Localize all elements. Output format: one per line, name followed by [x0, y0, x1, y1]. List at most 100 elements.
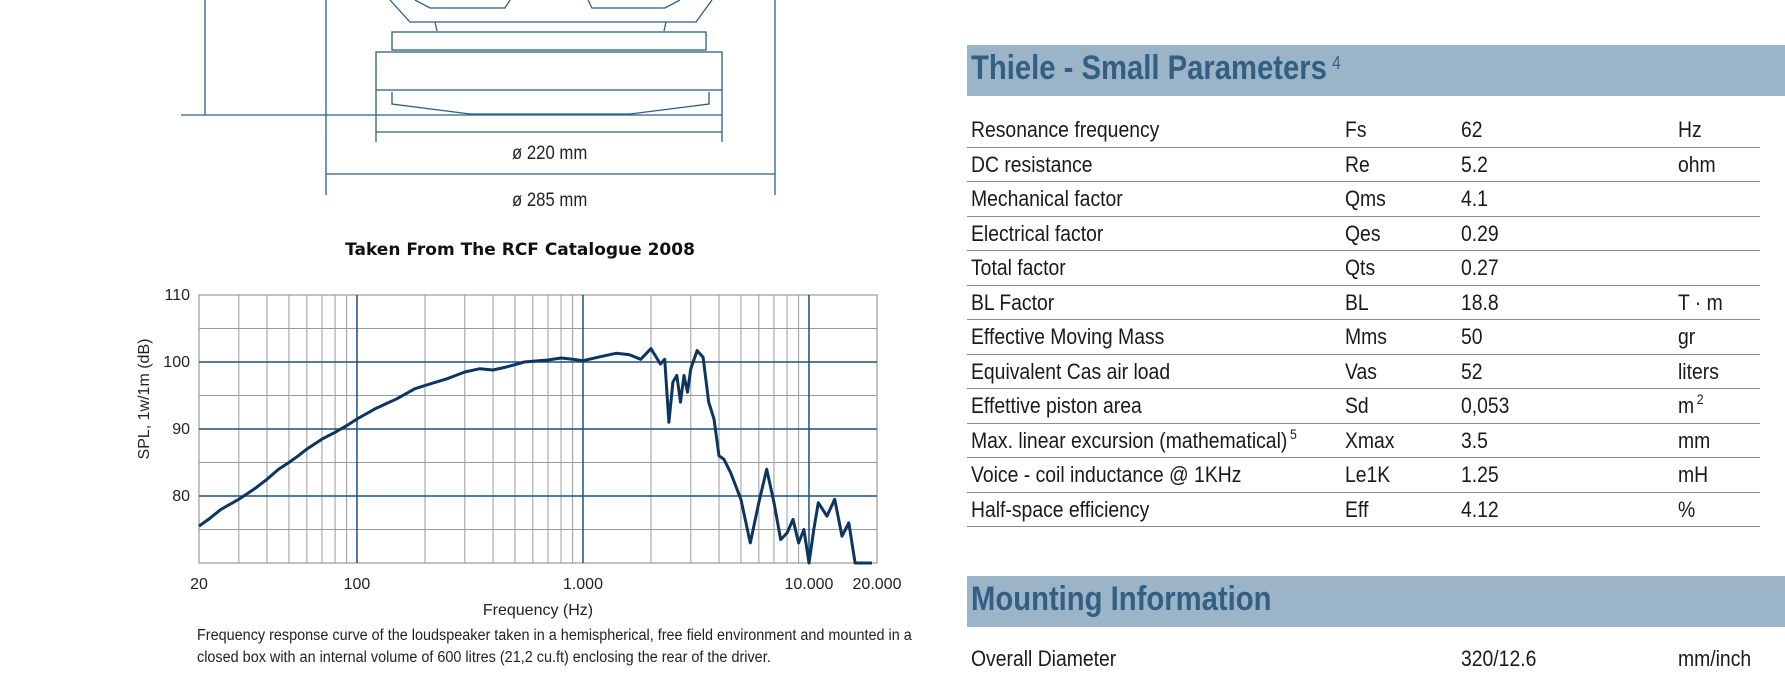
param-name-text: Max. linear excursion (mathematical): [971, 427, 1288, 453]
param-row: Mechanical factor Qms 4.1: [967, 182, 1760, 217]
param-symbol-text: Eff: [1345, 496, 1369, 522]
mounting-unit: mm/inch: [1678, 646, 1752, 671]
x-tick-label: 20: [190, 576, 208, 593]
param-symbol-text: BL: [1345, 289, 1369, 315]
param-value-text: 5.2: [1461, 151, 1488, 177]
y-tick-label: 90: [172, 421, 190, 438]
mounting-value: 320/12.6: [1461, 646, 1537, 671]
param-name: Voice - coil inductance @ 1KHz: [971, 462, 1241, 488]
param-value-text: 1.25: [1461, 462, 1499, 487]
param-unit-text: liters: [1678, 358, 1719, 384]
y-tick-label: 110: [164, 287, 190, 304]
param-value-text: 50: [1461, 324, 1483, 349]
param-symbol: BL: [1345, 290, 1369, 316]
thiele-small-title-text: Thiele - Small Parameters: [971, 49, 1327, 87]
param-symbol-text: Vas: [1345, 358, 1377, 384]
param-row: Effective Moving Mass Mms 50 gr: [967, 320, 1760, 355]
param-unit: T · m: [1678, 290, 1723, 316]
thiele-small-header: Thiele - Small Parameters 4: [967, 45, 1785, 96]
param-value-text: 4.12: [1461, 496, 1499, 522]
param-name-text: Total factor: [971, 255, 1066, 280]
param-value-text: 3.5: [1461, 427, 1488, 453]
param-symbol: Qms: [1345, 186, 1386, 212]
mounting-title: Mounting Information: [971, 580, 1272, 618]
basket-window: [587, 0, 681, 9]
param-value: 3.5: [1461, 428, 1488, 454]
param-symbol: Qts: [1345, 255, 1375, 281]
param-value: 4.1: [1461, 186, 1488, 212]
param-unit-text: mH: [1678, 462, 1709, 487]
param-name-text: Voice - coil inductance @ 1KHz: [971, 462, 1242, 487]
y-tick-label: 100: [163, 354, 190, 371]
param-row: Effettive piston area Sd 0,053 m 2: [967, 389, 1760, 424]
param-value: 50: [1461, 324, 1483, 350]
param-symbol: Fs: [1345, 117, 1367, 143]
param-symbol: Vas: [1345, 359, 1377, 385]
param-row: Half-space efficiency Eff 4.12%: [967, 493, 1760, 527]
basket-window: [414, 0, 511, 9]
param-value-text: 0,053: [1461, 393, 1510, 418]
magnet-body: [375, 51, 723, 91]
param-unit-text: gr: [1678, 324, 1696, 349]
param-unit: liters: [1678, 359, 1719, 385]
param-name: Electrical factor: [971, 221, 1103, 247]
param-symbol: Re: [1345, 152, 1370, 178]
param-unit-text: m: [1678, 393, 1695, 418]
superscript: 5: [1289, 425, 1297, 442]
param-name-text: Equivalent Cas air load: [971, 358, 1171, 384]
param-unit: ohm: [1678, 152, 1716, 178]
param-name: Max. linear excursion (mathematical) 5: [971, 425, 1297, 454]
param-symbol-text: Mms: [1345, 324, 1387, 349]
param-value: 18.8: [1461, 290, 1499, 316]
param-symbol: Xmax: [1345, 428, 1395, 454]
param-name-text: Effective Moving Mass: [971, 324, 1165, 349]
param-value-text: 62: [1461, 117, 1483, 142]
x-axis-label: Frequency (Hz): [483, 602, 593, 619]
param-name: Equivalent Cas air load: [971, 359, 1170, 385]
param-unit-text: %: [1678, 496, 1696, 522]
param-row: Voice - coil inductance @ 1KHz Le1K 1.25 mH: [967, 458, 1760, 493]
param-symbol-text: Le1K: [1345, 462, 1391, 487]
mounting-row: Overall Diameter 320/12.6 mm/inch: [967, 640, 1760, 674]
param-name-text: Effettive piston area: [971, 393, 1142, 418]
param-name: BL Factor: [971, 290, 1054, 316]
basket-outline: [389, 0, 713, 23]
title-footnote: 4: [1332, 53, 1341, 73]
param-name-text: Mechanical factor: [971, 186, 1123, 211]
param-symbol: Sd: [1345, 393, 1369, 419]
param-value: 1.25: [1461, 462, 1499, 488]
param-value: 62: [1461, 117, 1483, 143]
param-value: 0.29: [1461, 221, 1499, 247]
param-name: Total factor: [971, 255, 1066, 281]
catalogue-caption: Taken From The RCF Catalogue 2008: [345, 240, 695, 260]
param-row: Equivalent Cas air load Vas 52 liters: [967, 355, 1760, 389]
param-name-text: Half-space efficiency: [971, 496, 1150, 522]
param-unit: %: [1678, 497, 1695, 523]
thiele-small-table: Resonance frequency Fs 62 Hz DC resistance Re…: [967, 113, 1760, 527]
basket-outline: [663, 21, 667, 32]
basket-outline: [434, 21, 438, 32]
param-symbol-text: Qts: [1345, 255, 1376, 280]
param-name-text: BL Factor: [971, 289, 1055, 315]
superscript: 2: [1696, 391, 1704, 407]
mounting-name: Overall Diameter: [971, 646, 1117, 671]
param-unit-text: T · m: [1678, 289, 1723, 315]
param-value-text: 18.8: [1461, 289, 1499, 315]
param-name-text: Electrical factor: [971, 220, 1104, 246]
thiele-small-title: Thiele - Small Parameters 4: [971, 49, 1341, 88]
param-name: Half-space efficiency: [971, 497, 1149, 523]
param-symbol: Le1K: [1345, 462, 1390, 488]
x-tick-label: 1.000: [563, 576, 603, 593]
param-symbol: Qes: [1345, 221, 1381, 247]
param-value-text: 4.1: [1461, 186, 1488, 211]
inner-diameter-label: ø 220 mm: [512, 143, 588, 164]
back-plate: [391, 92, 710, 115]
param-unit: gr: [1678, 324, 1695, 350]
param-unit: mm: [1678, 428, 1710, 454]
outer-diameter-label: ø 285 mm: [512, 190, 588, 211]
param-unit-text: Hz: [1678, 117, 1702, 142]
param-name: Effettive piston area: [971, 393, 1142, 419]
param-symbol-text: Xmax: [1345, 427, 1395, 453]
param-name: Effective Moving Mass: [971, 324, 1164, 350]
